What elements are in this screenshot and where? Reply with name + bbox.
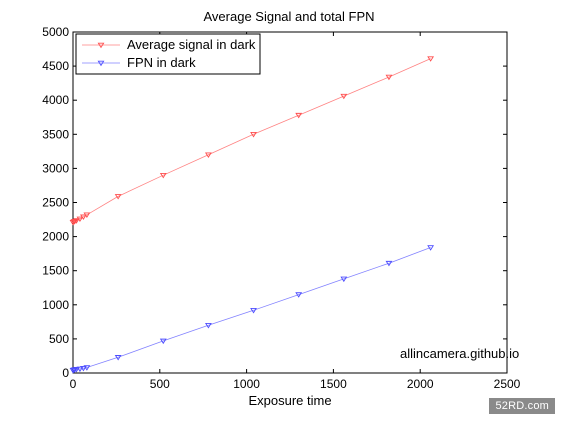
watermark: 52RD.com <box>489 398 555 414</box>
data-point <box>83 212 91 218</box>
data-point <box>385 260 393 267</box>
y-tick-label: 5000 <box>42 25 69 39</box>
y-tick-label: 4500 <box>42 59 69 73</box>
series-2 <box>69 245 435 374</box>
legend: Average signal in dark FPN in dark <box>75 33 261 75</box>
series-1 <box>69 56 435 226</box>
y-tick-label: 3500 <box>42 127 69 141</box>
y-tick-label: 3000 <box>42 161 69 175</box>
x-tick-label: 1000 <box>233 377 260 391</box>
x-tick-label: 2000 <box>407 377 434 391</box>
legend-marker <box>97 42 105 49</box>
legend-label: FPN in dark <box>127 55 196 70</box>
data-point <box>250 307 257 314</box>
data-point <box>427 245 435 251</box>
y-tick-label: 1500 <box>42 264 69 278</box>
chart-title: Average Signal and total FPN <box>203 9 374 24</box>
data-point <box>340 276 348 283</box>
data-point <box>427 56 435 62</box>
data-point <box>340 93 348 100</box>
y-tick-label: 2000 <box>42 230 69 244</box>
data-point <box>204 322 212 329</box>
data-point <box>80 214 87 221</box>
data-point <box>73 366 80 373</box>
data-point <box>76 366 84 373</box>
legend-item: Average signal in dark <box>82 37 256 52</box>
data-point <box>114 194 122 200</box>
x-tick-label: 0 <box>70 377 77 391</box>
series-layer <box>69 56 435 374</box>
data-point <box>83 365 91 371</box>
source-annotation: allincamera.github.io <box>400 346 519 361</box>
data-point <box>114 355 122 361</box>
legend-item: FPN in dark <box>82 55 196 70</box>
data-point <box>73 218 80 224</box>
data-point <box>250 132 257 138</box>
y-tick-label: 1000 <box>42 298 69 312</box>
data-point <box>295 292 303 298</box>
x-axis-title: Exposure time <box>248 393 331 408</box>
legend-marker <box>97 60 105 67</box>
x-axis: 0 500 1000 1500 2000 2500 <box>70 32 521 391</box>
y-tick-label: 500 <box>49 332 69 346</box>
y-tick-label: 2500 <box>42 196 69 210</box>
y-axis: 0 500 1000 1500 2000 2500 3000 3500 4000 4500 5000 <box>42 25 507 380</box>
y-tick-label: 0 <box>62 366 69 380</box>
legend-label: Average signal in dark <box>127 37 256 52</box>
data-point <box>159 338 167 345</box>
data-point <box>385 74 393 81</box>
legend-box <box>75 33 261 75</box>
x-tick-label: 2500 <box>494 377 521 391</box>
data-point <box>159 172 167 179</box>
data-point <box>80 365 87 372</box>
y-tick-label: 4000 <box>42 93 69 107</box>
x-tick-label: 1500 <box>320 377 347 391</box>
data-point <box>295 112 303 119</box>
x-tick-label: 500 <box>150 377 170 391</box>
data-point <box>76 216 84 223</box>
data-point <box>204 152 212 158</box>
